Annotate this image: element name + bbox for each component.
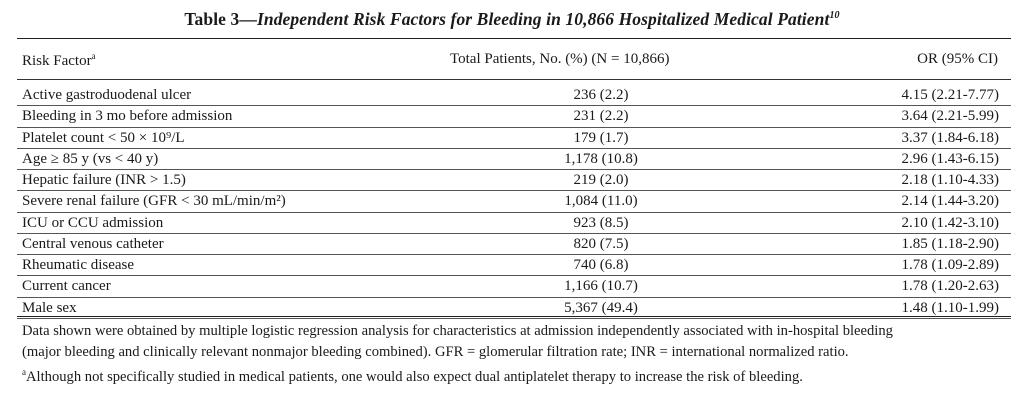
table-bottom-rule: [17, 316, 1011, 317]
table-title-reference: 10: [829, 10, 840, 22]
total-patients-cell: 820 (7.5): [573, 235, 629, 252]
risk-factor-cell: Bleeding in 3 mo before admission: [22, 108, 233, 125]
header-risk-factor-note: a: [91, 51, 96, 61]
footnote-a-mark: a: [22, 367, 26, 377]
total-patients-cell: 1,178 (10.8): [564, 150, 638, 167]
odds-ratio-cell: 2.10 (1.42-3.10): [901, 214, 1000, 231]
total-patients-cell: 236 (2.2): [573, 87, 629, 103]
risk-factor-cell: Rheumatic disease: [22, 257, 135, 273]
odds-ratio-cell: 1.48 (1.10-1.99): [901, 299, 1000, 316]
risk-factor-cell: ICU or CCU admission: [22, 214, 164, 231]
header-total-patients: Total Patients, No. (%) (N = 10,866): [450, 51, 670, 67]
table-header-row: Risk Factora Total Patients, No. (%) (N …: [22, 51, 998, 71]
footnote-line-2: (major bleeding and clinically relevant …: [22, 343, 849, 360]
risk-factor-cell: Male sex: [22, 299, 77, 316]
table-row: Severe renal failure (GFR < 30 mL/min/m²…: [17, 191, 1011, 213]
table-title: Table 3—Independent Risk Factors for Ble…: [0, 9, 1024, 30]
odds-ratio-cell: 1.78 (1.09-2.89): [901, 257, 1000, 273]
total-patients-cell: 179 (1.7): [573, 129, 629, 146]
header-risk-factor-label: Risk Factor: [22, 53, 92, 69]
table-header-rule: [17, 79, 1011, 80]
table-row: Current cancer 1,166 (10.7) 1.78 (1.20-2.6…: [17, 276, 1011, 298]
header-risk-factor: Risk Factora: [22, 51, 96, 70]
table-top-rule: [17, 38, 1011, 39]
footnote-line-1: Data shown were obtained by multiple log…: [22, 323, 893, 339]
total-patients-cell: 1,166 (10.7): [564, 278, 638, 295]
table-row: Hepatic failure (INR > 1.5) 219 (2.0) 2.18…: [17, 170, 1011, 192]
total-patients-cell: 740 (6.8): [573, 257, 629, 273]
table-title-text: Independent Risk Factors for Bleeding in…: [256, 9, 830, 29]
odds-ratio-cell: 1.85 (1.18-2.90): [901, 235, 1000, 252]
table-body: Active gastroduodenal ulcer 236 (2.2) 4.15…: [17, 85, 1011, 319]
table-row: Age ≥ 85 y (vs < 40 y) 1,178 (10.8) 2.96 (…: [17, 149, 1011, 170]
table-row: Platelet count < 50 × 10⁹/L 179 (1.7) 3.37…: [17, 128, 1011, 149]
table-title-prefix: Table 3—: [184, 9, 257, 29]
risk-factor-cell: Age ≥ 85 y (vs < 40 y): [22, 150, 159, 167]
risk-factor-cell: Severe renal failure (GFR < 30 mL/min/m²…: [22, 193, 286, 210]
table-row: Male sex 5,367 (49.4) 1.48 (1.10-1.99): [17, 298, 1011, 319]
total-patients-cell: 231 (2.2): [573, 108, 629, 125]
header-or: OR (95% CI): [917, 51, 998, 67]
risk-factor-cell: Hepatic failure (INR > 1.5): [22, 172, 186, 188]
table-row: Active gastroduodenal ulcer 236 (2.2) 4.15…: [17, 85, 1011, 107]
risk-factor-cell: Current cancer: [22, 278, 111, 295]
odds-ratio-cell: 3.64 (2.21-5.99): [901, 108, 1000, 125]
total-patients-cell: 5,367 (49.4): [564, 299, 638, 316]
table-row: Bleeding in 3 mo before admission 231 (2.…: [17, 106, 1011, 128]
odds-ratio-cell: 4.15 (2.21-7.77): [901, 87, 1000, 103]
risk-factor-cell: Active gastroduodenal ulcer: [22, 87, 192, 103]
odds-ratio-cell: 1.78 (1.20-2.63): [901, 278, 1000, 295]
table-row: Rheumatic disease 740 (6.8) 1.78 (1.09-2.8…: [17, 255, 1011, 277]
total-patients-cell: 923 (8.5): [573, 214, 629, 231]
odds-ratio-cell: 2.18 (1.10-4.33): [901, 172, 1000, 188]
total-patients-cell: 219 (2.0): [573, 172, 629, 188]
table-row: ICU or CCU admission 923 (8.5) 2.10 (1.42-…: [17, 213, 1011, 234]
odds-ratio-cell: 2.96 (1.43-6.15): [901, 150, 1000, 167]
total-patients-cell: 1,084 (11.0): [564, 193, 638, 210]
odds-ratio-cell: 3.37 (1.84-6.18): [901, 129, 1000, 146]
odds-ratio-cell: 2.14 (1.44-3.20): [901, 193, 1000, 210]
risk-factor-cell: Platelet count < 50 × 10⁹/L: [22, 129, 185, 146]
table-row: Central venous catheter 820 (7.5) 1.85 (1.…: [17, 234, 1011, 255]
footnote-a-text: Although not specifically studied in med…: [26, 368, 803, 385]
table-footnotes: Data shown were obtained by multiple log…: [22, 321, 1014, 387]
risk-factor-cell: Central venous catheter: [22, 235, 164, 252]
footnote-a: aAlthough not specifically studied in me…: [22, 362, 1014, 387]
